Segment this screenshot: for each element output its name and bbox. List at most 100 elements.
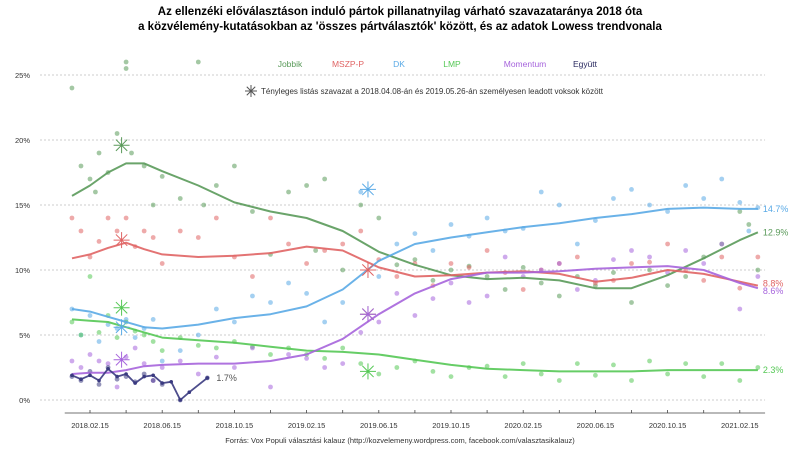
data-point-dk (250, 293, 255, 299)
data-point-jobbik (177, 196, 183, 201)
trend-marker-egyutt (133, 381, 137, 385)
data-point-jobbik (250, 209, 255, 214)
data-point-lmp (114, 335, 120, 340)
data-point-mszpp (213, 215, 219, 221)
data-point-mszpp (195, 235, 201, 240)
data-point-momentum (132, 345, 138, 351)
trend-marker-egyutt (88, 373, 92, 378)
asterisk-stroke (115, 139, 128, 152)
data-point-jobbik (201, 202, 207, 208)
data-point-momentum (213, 354, 219, 360)
data-point-dk (159, 358, 165, 364)
data-point-momentum (611, 257, 616, 262)
data-point-momentum (647, 254, 652, 260)
data-point-mszpp (340, 241, 346, 247)
data-point-jobbik (114, 131, 120, 136)
data-point-lmp (358, 361, 364, 366)
legend-note: Tényleges listás szavazat a 2018.04.08-á… (245, 85, 604, 97)
data-point-jobbik (556, 293, 562, 299)
legend-note-text: Tényleges listás szavazat a 2018.04.08-á… (261, 87, 604, 96)
data-point-mszpp (286, 241, 291, 247)
asterisk-stroke (361, 365, 374, 378)
data-point-jobbik (629, 300, 634, 305)
data-point-jobbik (358, 202, 364, 208)
data-point-mszpp (304, 261, 309, 266)
asterisk-stroke (361, 183, 374, 196)
data-point-mszpp (358, 228, 364, 234)
data-point-egytt (96, 382, 102, 387)
data-point-jobbik (746, 222, 752, 227)
data-point-dk (232, 319, 237, 325)
data-point-jobbik (69, 85, 75, 91)
data-point-jobbik (340, 267, 346, 273)
asterisk-stroke (115, 301, 128, 314)
data-point-lmp (502, 374, 508, 379)
data-point-jobbik (313, 248, 319, 253)
data-point-dk (412, 231, 418, 237)
x-tick-label: 2019.02.15 (288, 421, 326, 430)
trend-marker-egyutt (151, 373, 155, 378)
data-point-dk (286, 280, 291, 286)
data-point-egytt (114, 376, 120, 382)
data-point-momentum (304, 356, 309, 361)
asterisk-stroke (361, 263, 374, 277)
data-point-mszpp (69, 215, 75, 221)
trend-marker-egyutt (169, 380, 174, 384)
data-point-lmp (394, 365, 400, 370)
data-point-lmp (520, 361, 526, 366)
trend-marker-egyutt (79, 377, 83, 382)
data-point-mszpp (87, 254, 93, 260)
data-point-dk (556, 202, 562, 208)
trend-line-mszpp (71, 241, 759, 287)
legend-item-dk: DK (393, 59, 405, 69)
data-point-momentum (96, 358, 102, 364)
data-point-mszpp (123, 215, 129, 221)
asterisk-icon (245, 85, 257, 97)
actual-result-asterisk (359, 262, 376, 278)
data-point-momentum (683, 248, 689, 253)
x-tick-label: 2020.06.15 (577, 421, 615, 430)
data-point-dk (177, 348, 183, 353)
data-point-momentum (412, 313, 418, 318)
data-point-lmp (159, 348, 165, 353)
data-point-dk (611, 196, 616, 201)
data-point-mszpp (159, 261, 165, 266)
data-point-jobbik (123, 66, 129, 71)
data-point-jobbik (538, 280, 544, 286)
data-point-momentum (358, 330, 364, 335)
asterisk-stroke (115, 321, 128, 334)
data-point-lmp (538, 371, 544, 377)
asterisk-stroke (115, 353, 128, 366)
data-point-jobbik (159, 174, 165, 179)
data-point-dk (340, 300, 346, 305)
data-point-jobbik (232, 163, 237, 169)
data-point-dk (665, 209, 670, 214)
data-point-jobbik (322, 176, 328, 182)
data-point-mszpp (114, 228, 120, 234)
y-tick-label: 5% (19, 331, 30, 340)
trend-marker-egyutt (106, 367, 110, 371)
data-point-dk (105, 322, 111, 327)
data-point-mszpp (177, 228, 183, 234)
data-point-mszpp (394, 274, 400, 279)
data-point-mszpp (250, 274, 255, 279)
legend-item-jobbik: Jobbik (278, 59, 303, 69)
data-point-lmp (719, 361, 725, 366)
actual-result-markers (113, 137, 376, 380)
x-tick-label: 2019.06.15 (360, 421, 398, 430)
data-point-jobbik (665, 283, 670, 288)
data-point-dk (322, 319, 328, 325)
data-point-mszpp (96, 239, 102, 244)
data-point-mszpp (719, 254, 725, 260)
data-point-egytt (141, 371, 147, 377)
data-point-momentum (394, 291, 400, 296)
data-point-momentum (286, 352, 291, 357)
data-point-momentum (737, 306, 743, 312)
actual-result-asterisk (113, 137, 130, 154)
trend-marker-egyutt (70, 373, 74, 378)
data-point-mszpp (105, 215, 111, 221)
data-point-dk (683, 183, 689, 188)
data-point-dk (132, 335, 138, 340)
data-point-momentum (69, 358, 75, 364)
